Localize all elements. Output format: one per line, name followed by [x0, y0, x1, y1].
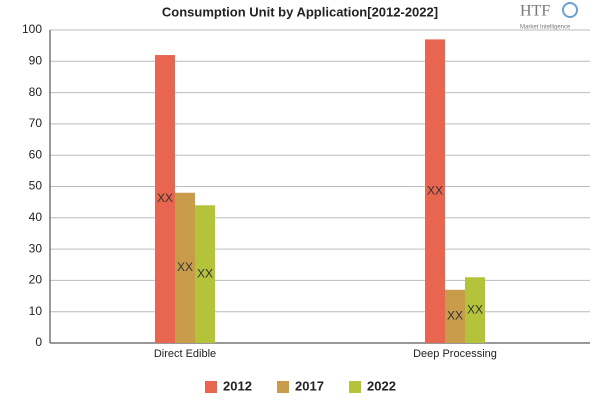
legend-swatch	[277, 381, 289, 393]
legend-swatch	[349, 381, 361, 393]
x-tick-label: Deep Processing	[413, 348, 497, 360]
y-tick-label: 40	[29, 210, 43, 224]
y-tick-label: 10	[29, 304, 43, 318]
y-tick-label: 50	[29, 179, 43, 193]
value-label: XX	[447, 309, 463, 323]
legend-label: 2022	[367, 378, 396, 393]
legend-label: 2017	[295, 378, 324, 393]
legend-swatch	[205, 381, 217, 393]
bar	[425, 39, 445, 343]
y-tick-label: 20	[29, 273, 43, 287]
logo-icon	[562, 2, 578, 18]
bar	[195, 205, 215, 343]
value-label: XX	[467, 302, 483, 316]
chart-title: Consumption Unit by Application[2012-202…	[162, 4, 438, 19]
bar	[445, 289, 465, 343]
value-label: XX	[157, 191, 173, 205]
logo-tagline: Market Intelligence	[520, 25, 571, 31]
y-tick-label: 0	[35, 335, 42, 349]
bar	[465, 277, 485, 343]
value-label: XX	[177, 260, 193, 274]
legend-label: 2012	[223, 378, 252, 393]
value-label: XX	[197, 266, 213, 280]
y-tick-label: 70	[29, 116, 43, 130]
x-tick-label: Direct Edible	[154, 348, 216, 360]
y-tick-label: 60	[29, 147, 43, 161]
y-tick-label: 80	[29, 85, 43, 99]
y-tick-label: 30	[29, 241, 43, 255]
y-tick-label: 90	[29, 53, 43, 67]
bar	[175, 192, 195, 343]
value-label: XX	[427, 183, 443, 197]
y-tick-label: 100	[22, 22, 42, 36]
bar	[155, 55, 175, 343]
logo-name: HTF	[520, 3, 550, 20]
